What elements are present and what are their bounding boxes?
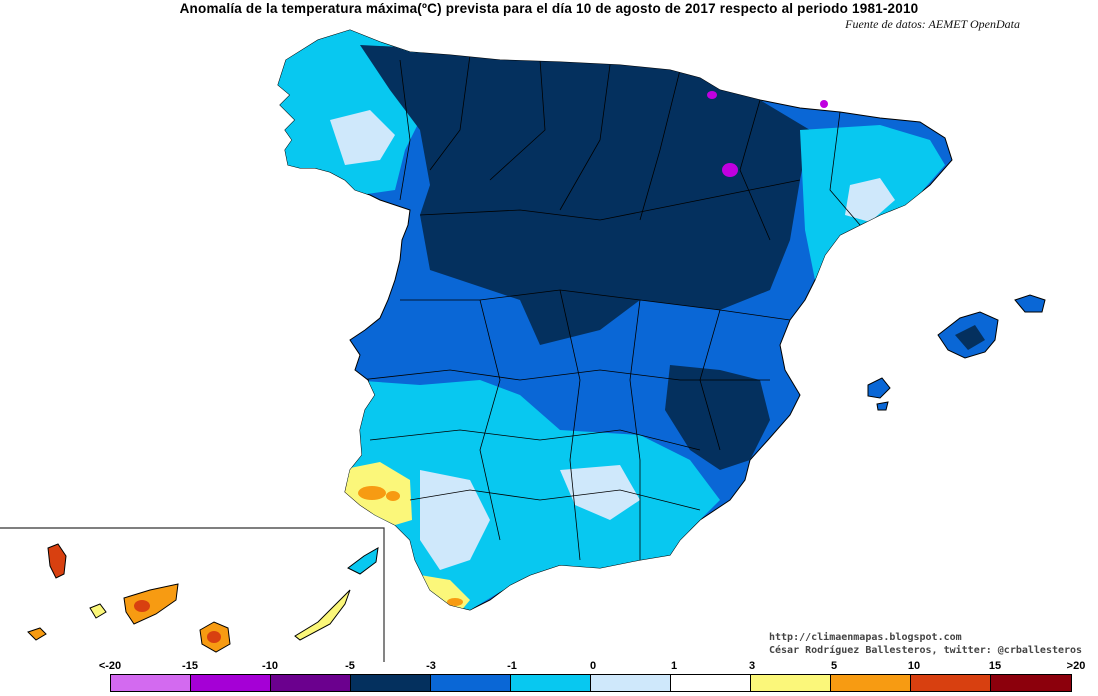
la-palma — [47, 543, 67, 579]
ibiza — [867, 377, 891, 399]
legend-swatch — [831, 675, 911, 691]
canary-islands-inset — [0, 527, 385, 662]
inset-frame — [0, 527, 385, 662]
zone-northwest-light — [330, 110, 395, 165]
zone-south-light — [420, 470, 490, 570]
la-gomera — [89, 603, 107, 619]
zone-huelva-hot-2 — [386, 491, 400, 501]
legend-tick: 10 — [907, 660, 921, 672]
tenerife-core — [134, 600, 150, 612]
tenerife — [123, 583, 179, 625]
legend-tick: 1 — [670, 660, 678, 672]
legend-swatch — [511, 675, 591, 691]
legend-tick: -3 — [426, 660, 436, 672]
lanzarote — [347, 547, 379, 575]
color-legend — [110, 674, 1072, 692]
formentera — [876, 401, 889, 411]
credits-author: César Rodríguez Ballesteros, twitter: @c… — [769, 645, 1083, 656]
legend-tick: -5 — [345, 660, 355, 672]
zone-central-very-cold — [360, 45, 810, 345]
balearic-islands — [867, 294, 1046, 411]
zone-huelva-hot — [358, 486, 386, 500]
legend-swatch — [431, 675, 511, 691]
credits-url: http://climaenmapas.blogspot.com — [769, 632, 962, 643]
anomaly-spot-navarra — [707, 91, 717, 99]
legend-tick: >20 — [1066, 660, 1086, 672]
legend-swatch — [751, 675, 831, 691]
legend-tick: -15 — [182, 660, 198, 672]
anomaly-spot-pyrenees — [820, 100, 828, 108]
legend-swatch — [591, 675, 671, 691]
legend-tick: <-20 — [98, 660, 122, 672]
legend-tick: 15 — [988, 660, 1002, 672]
legend-swatch — [191, 675, 271, 691]
gran-canaria-core — [207, 631, 221, 643]
legend-swatch — [111, 675, 191, 691]
legend-swatch — [991, 675, 1071, 691]
legend-ticks: <-20 -15 -10 -5 -3 -1 0 1 3 5 10 15 >20 — [0, 660, 1098, 674]
legend-swatch — [671, 675, 751, 691]
legend-tick: 5 — [830, 660, 838, 672]
province-boundaries — [359, 54, 861, 561]
legend-tick: -1 — [507, 660, 517, 672]
anomaly-spot-soria — [722, 163, 738, 177]
map-title: Anomalía de la temperatura máxima(ºC) pr… — [179, 1, 919, 16]
legend-swatch — [911, 675, 991, 691]
zone-northeast-light — [845, 178, 895, 222]
data-source: Fuente de datos: AEMET OpenData — [845, 17, 1020, 31]
legend-swatch — [271, 675, 351, 691]
peninsula — [277, 29, 953, 611]
legend-swatch — [351, 675, 431, 691]
credits: http://climaenmapas.blogspot.com César R… — [769, 631, 1082, 657]
mallorca-center — [955, 325, 985, 350]
fuerteventura — [294, 589, 351, 641]
el-hierro — [27, 627, 47, 641]
zone-cadiz-hot — [447, 598, 463, 606]
zone-southeast-very-cold — [665, 365, 770, 470]
legend-tick: 0 — [589, 660, 597, 672]
legend-tick: -10 — [262, 660, 278, 672]
menorca — [1014, 294, 1046, 313]
legend-tick: 3 — [748, 660, 756, 672]
